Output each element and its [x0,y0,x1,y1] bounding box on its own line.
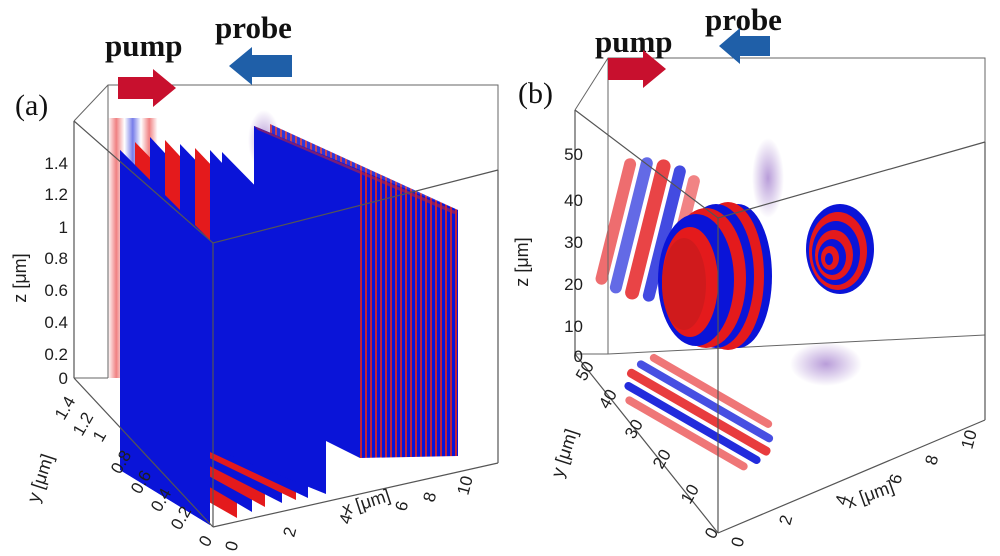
panel-a-probe-label: probe [215,10,292,45]
panel-a-label: (a) [15,89,48,122]
panel-a-x-tick: 8 [420,490,441,504]
panel-a-x-tick: 2 [280,525,301,539]
panel-a-y-axis-label: y [μm] [23,452,57,505]
panel-b-probe-disc [806,204,874,294]
panel-b-y-tick: 20 [649,446,675,472]
panel-a-y-tick: 1 [89,427,110,445]
panel-a-z-tick: 0 [59,369,68,388]
pump-sheet-front [120,150,210,525]
panel-b-z-tick: 0 [574,347,583,366]
panel-b-pump-label: pump [595,24,673,59]
panel-b-y-tick: 30 [621,416,647,442]
panel-b-z-tick: 40 [564,191,583,210]
panel-a-pump-label: pump [105,28,183,63]
panel-b-box-front [574,109,986,534]
panel-b-probe-wall-shadow [752,138,784,218]
panel-b-x-tick: 10 [958,428,981,451]
panel-b-z-tick: 50 [564,145,583,164]
panel-b-x-tick: 2 [776,513,797,527]
panel-b-floor-projection [624,353,774,471]
panel-a-x-tick: 10 [454,474,477,497]
panel-b-z-tick: 30 [564,233,583,252]
panel-b-x-axis-label: x [μm] [843,477,896,513]
panel-b-pump-disc [658,202,772,350]
panel-a-box-front [73,120,499,528]
panel-b-z-tick: 10 [564,317,583,336]
panel-a-y-tick: 0 [195,532,216,550]
panel-b-probe-label: probe [705,2,782,37]
panel-b-pump-arrow-icon [608,50,666,88]
panel-b-z-tick: 20 [564,275,583,294]
panel-a-probe-arrow-icon [229,47,292,85]
panel-b-z-axis-label: z [μm] [512,237,532,286]
panel-b-x-tick: 8 [922,453,943,467]
panel-a-z-tick: 0.8 [44,249,68,268]
panel-b-label: (b) [518,77,553,110]
panel-a-z-tick: 0.6 [44,281,68,300]
panel-a-z-tick: 1.4 [44,154,68,173]
panel-b-probe-arrow-icon [719,28,770,64]
panel-b-x-tick: 0 [728,535,749,549]
panel-a-x-tick: 6 [392,499,413,513]
panel-a-pump-arrow-icon [118,69,176,107]
panel-a-z-tick: 0.4 [44,313,68,332]
panel-a-z-ticks: 0 0.2 0.4 0.6 0.8 1 1.2 1.4 [44,154,68,388]
panel-b-z-ticks: 0 10 20 30 40 50 [564,145,583,366]
panel-a-z-tick: 1 [59,218,68,237]
panel-b-y-axis-label: y [μm] [547,427,581,480]
panel-a-z-axis-label: z [μm] [10,253,30,302]
panel-a-pump-sheets [120,137,326,525]
panel-b-y-tick: 40 [595,386,621,412]
panel-b-probe-floor-shadow [790,342,862,386]
panel-a-z-tick: 0.2 [44,345,68,364]
panel-a-x-axis-label: x [μm] [340,485,393,519]
panel-b: (b) pump probe 0 10 20 30 40 50 z [μm] 0… [512,2,986,549]
panel-a: (a) pump probe 0 0.2 0.4 0.6 0.8 1 1.2 1… [10,10,499,553]
panel-a-z-tick: 1.2 [44,185,68,204]
panel-b-y-tick: 0 [701,524,722,542]
panel-b-y-tick: 10 [677,481,703,507]
panel-a-probe-sheets [254,124,458,458]
panel-a-x-tick: 0 [222,539,243,553]
